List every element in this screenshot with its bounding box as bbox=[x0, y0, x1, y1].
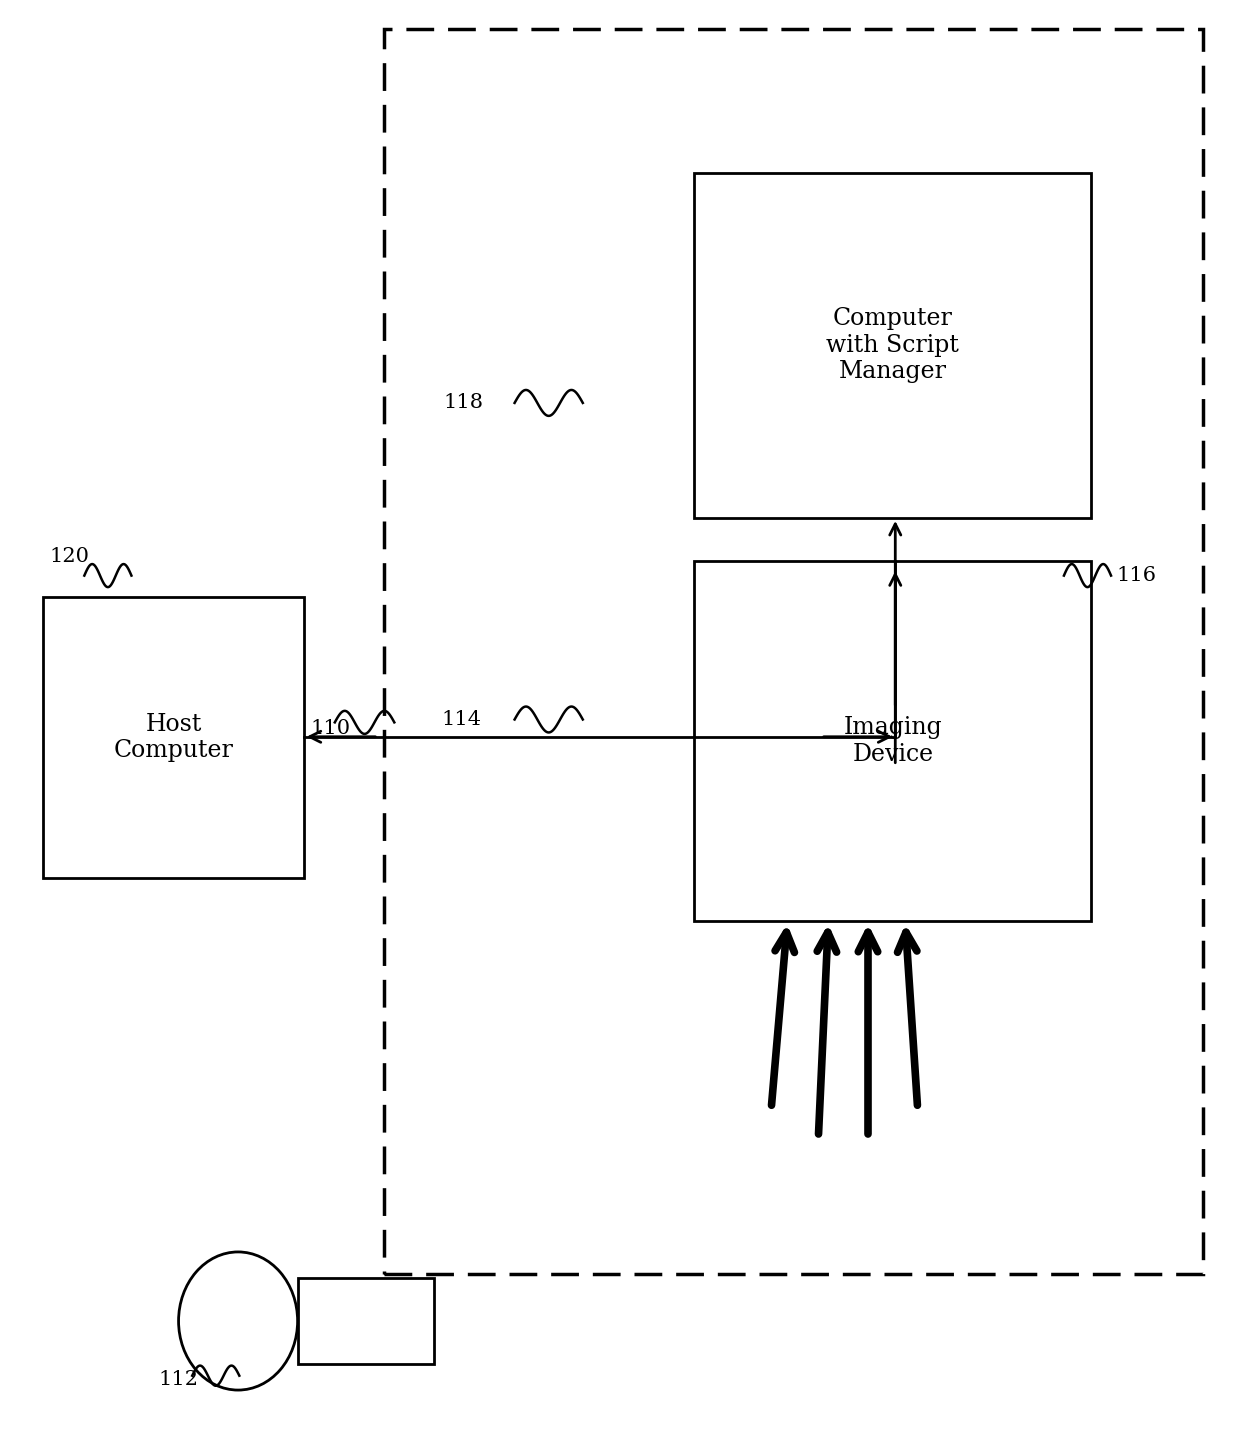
Bar bbox=[298, 1278, 434, 1364]
Text: 116: 116 bbox=[1116, 566, 1156, 586]
Bar bbox=[384, 29, 1203, 1274]
Bar bbox=[694, 561, 1091, 921]
Text: 112: 112 bbox=[159, 1370, 198, 1389]
Text: Imaging
Device: Imaging Device bbox=[843, 717, 942, 766]
Text: 118: 118 bbox=[444, 393, 484, 413]
Circle shape bbox=[179, 1252, 298, 1390]
Text: 114: 114 bbox=[441, 709, 481, 730]
Text: Host
Computer: Host Computer bbox=[114, 712, 233, 763]
Bar bbox=[694, 173, 1091, 518]
Text: Computer
with Script
Manager: Computer with Script Manager bbox=[826, 308, 960, 383]
Text: 120: 120 bbox=[50, 547, 89, 566]
Bar bbox=[43, 597, 304, 878]
Text: 110: 110 bbox=[310, 720, 350, 738]
